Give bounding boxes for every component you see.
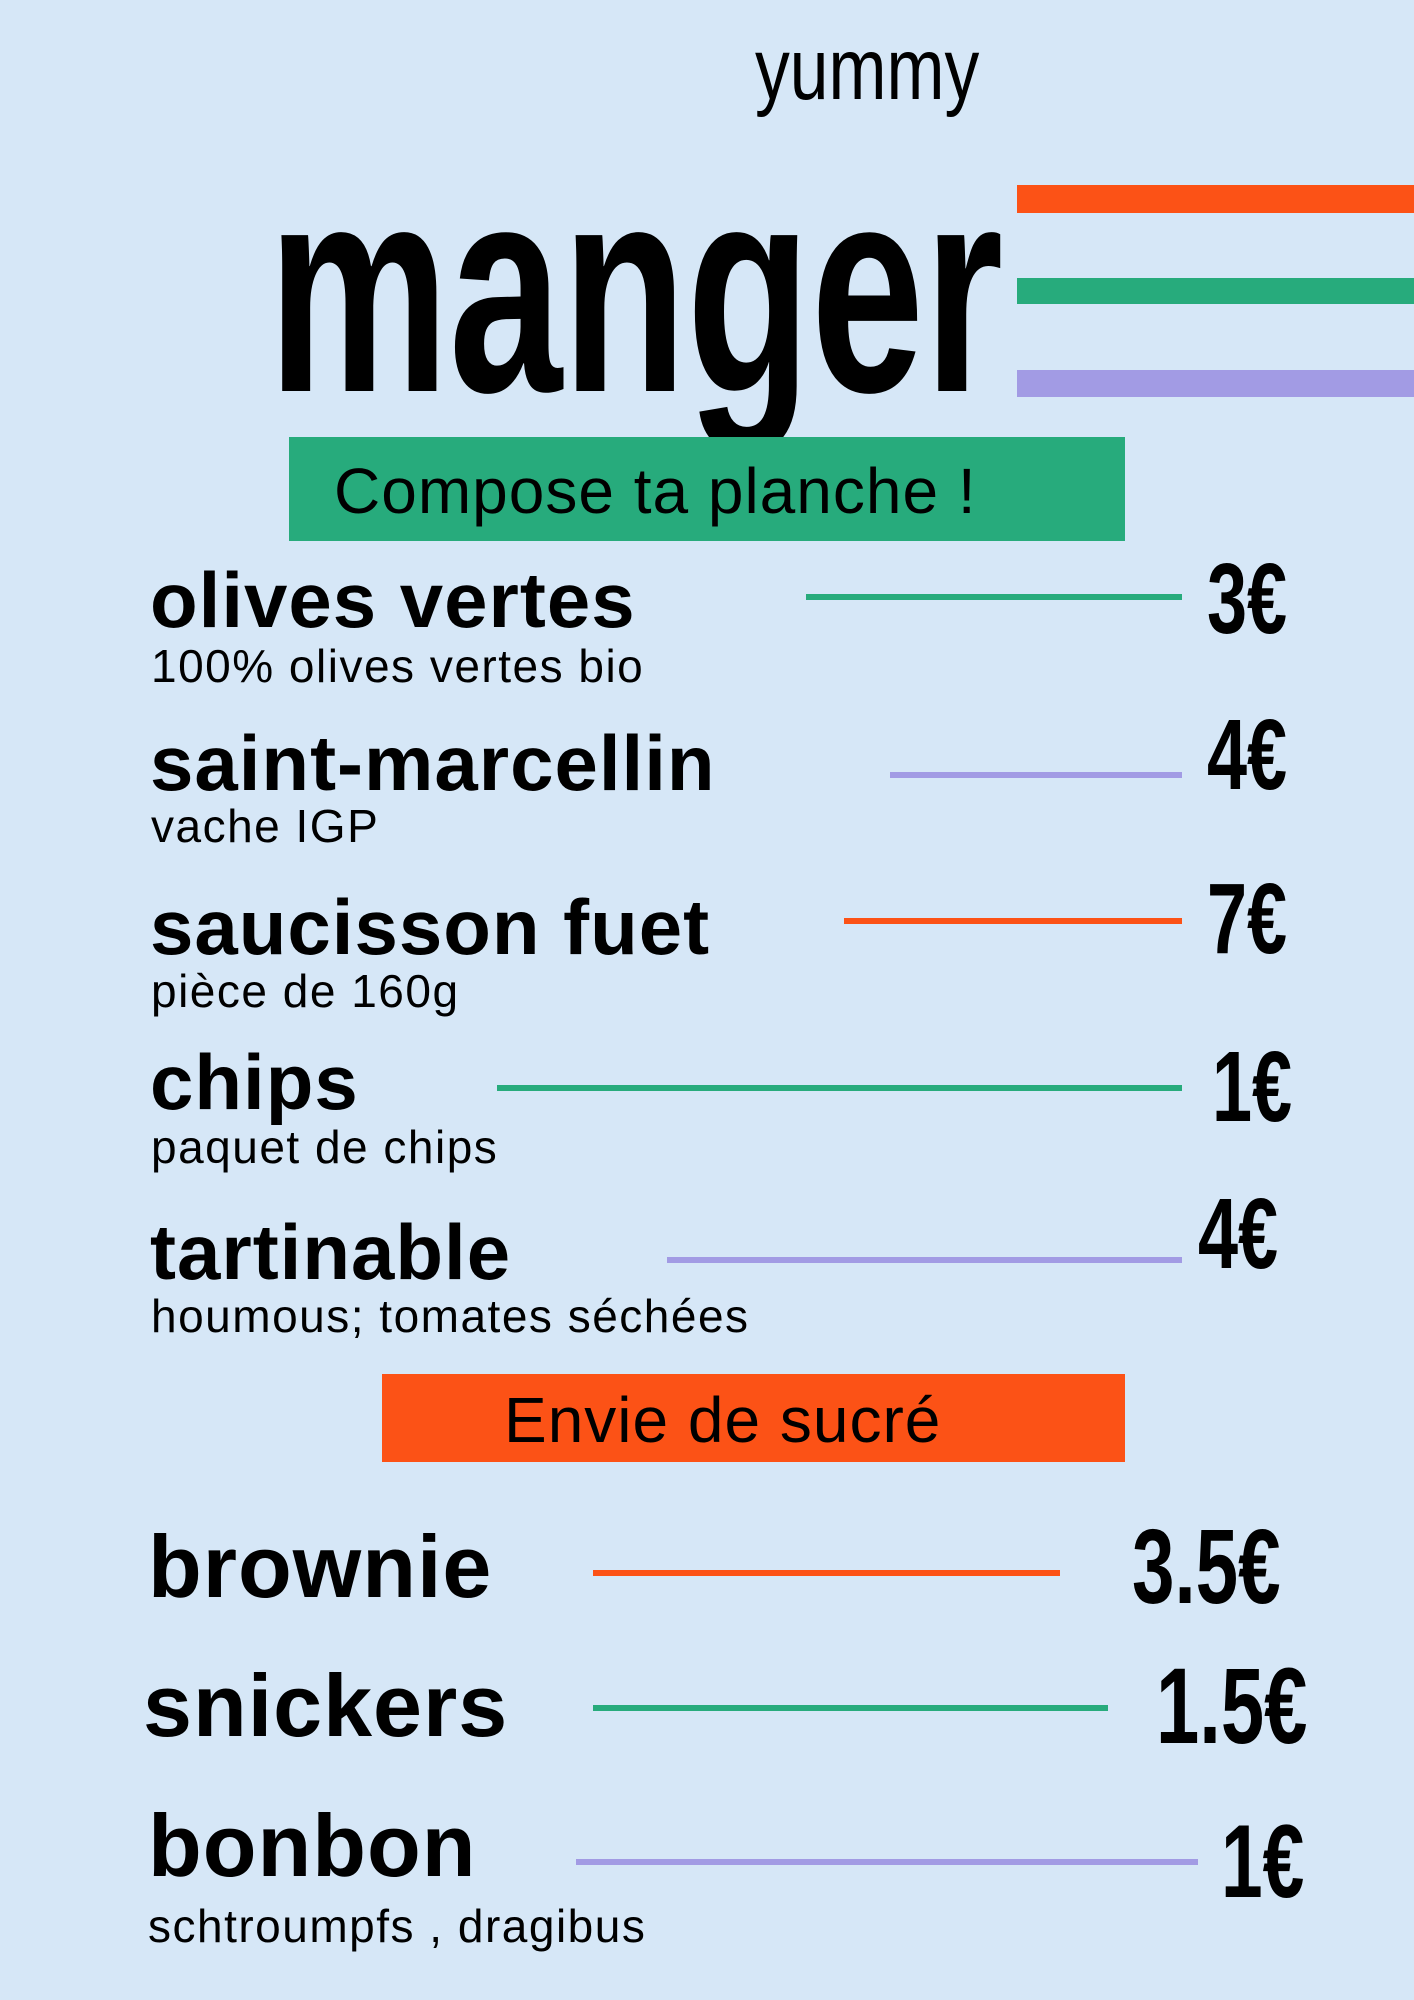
item-price: 1€ [1212, 1031, 1293, 1143]
item-price: 4€ [1198, 1178, 1279, 1290]
item-leader-line [890, 772, 1182, 778]
item-name: saint-marcellin [150, 719, 716, 807]
item-name: chips [150, 1038, 359, 1126]
item-description: vache IGP [151, 800, 380, 852]
item-name: olives vertes [150, 556, 636, 644]
item-leader-line [806, 594, 1182, 600]
item-name: snickers [143, 1656, 509, 1755]
item-price: 3.5€ [1132, 1508, 1281, 1626]
item-name: saucisson fuet [150, 883, 711, 971]
green-stripe [1017, 278, 1414, 304]
section-banner-sweet: Envie de sucré [382, 1374, 1125, 1462]
item-price: 1€ [1221, 1804, 1305, 1920]
purple-stripe [1017, 370, 1414, 397]
section-title: Envie de sucré [504, 1384, 942, 1456]
header-kicker: yummy [755, 21, 980, 118]
item-leader-line [593, 1705, 1108, 1711]
section-title: Compose ta planche ! [334, 455, 977, 527]
section-banner-savory: Compose ta planche ! [289, 437, 1125, 541]
item-leader-line [667, 1257, 1182, 1263]
item-description: schtroumpfs , dragibus [148, 1900, 647, 1952]
item-leader-line [576, 1859, 1198, 1865]
item-description: pièce de 160g [151, 965, 460, 1017]
item-price: 3€ [1207, 543, 1288, 655]
orange-stripe [1017, 185, 1414, 213]
page-title: manger [268, 124, 1004, 454]
item-leader-line [844, 918, 1182, 924]
item-name: brownie [148, 1517, 493, 1616]
item-name: tartinable [150, 1208, 512, 1296]
item-description: houmous; tomates séchées [151, 1290, 750, 1342]
item-price: 7€ [1207, 863, 1288, 975]
item-price: 1.5€ [1156, 1645, 1308, 1766]
item-leader-line [497, 1085, 1182, 1091]
item-description: 100% olives vertes bio [151, 640, 645, 692]
item-price: 4€ [1207, 699, 1288, 811]
item-description: paquet de chips [151, 1121, 499, 1173]
item-leader-line [593, 1570, 1060, 1576]
item-name: bonbon [148, 1796, 477, 1895]
